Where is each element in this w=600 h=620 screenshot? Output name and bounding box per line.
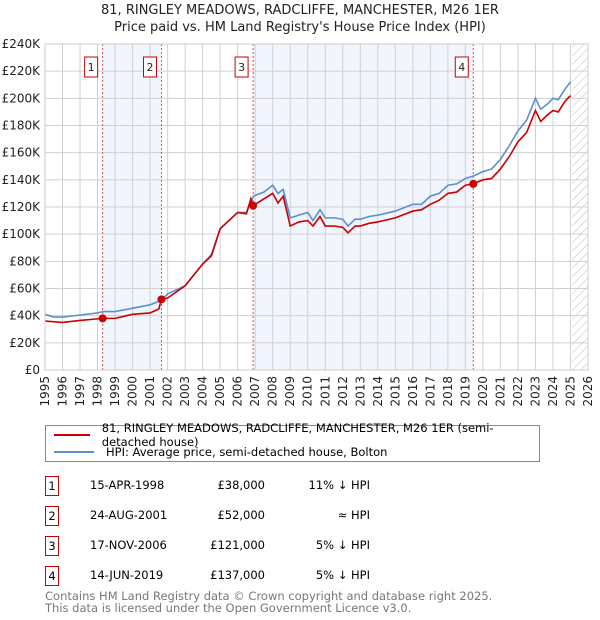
x-tick-label: 2000 xyxy=(126,376,140,407)
legend-label: 81, RINGLEY MEADOWS, RADCLIFFE, MANCHEST… xyxy=(101,421,494,449)
x-tick-label: 1996 xyxy=(56,376,70,407)
y-tick-label: £0 xyxy=(25,363,40,377)
sale-date: 24-AUG-2001 xyxy=(90,508,168,522)
sale-price: £52,000 xyxy=(217,508,265,522)
y-tick-label: £60K xyxy=(9,282,41,296)
x-tick-label: 2024 xyxy=(546,376,560,407)
y-tick-label: £140K xyxy=(2,173,42,187)
sale-price: £137,000 xyxy=(210,568,265,582)
y-tick-label: £40K xyxy=(9,309,41,323)
sale-label-box xyxy=(84,56,99,78)
sale-hpi-relation: 11% ↓ HPI xyxy=(308,478,370,492)
sale-label-box xyxy=(234,56,249,78)
y-tick-label: £120K xyxy=(2,200,42,214)
sale-label-box xyxy=(454,56,469,78)
legend-item-property: 81, RINGLEY MEADOWS, RADCLIFFE, MANCHEST… xyxy=(54,421,539,449)
y-tick-label: £200K xyxy=(2,91,42,105)
legend-swatch-red xyxy=(54,434,90,436)
sale-label: 2 xyxy=(146,61,153,74)
sale-point xyxy=(249,201,258,210)
sale-marker-badge: 3 xyxy=(45,536,59,556)
x-tick-label: 2003 xyxy=(178,376,192,407)
chart-subtitle: Price paid vs. HM Land Registry's House … xyxy=(114,20,486,35)
x-tick-label: 2025 xyxy=(563,376,577,407)
x-tick-label: 2019 xyxy=(458,376,472,407)
sale-hpi-relation: 5% ↓ HPI xyxy=(315,568,370,582)
sale-date: 15-APR-1998 xyxy=(90,478,165,492)
x-tick-label: 1997 xyxy=(73,376,87,407)
plot-area: 1995 1996 1997 1998 1999 2000 2001 2002 2003 2004… xyxy=(2,37,595,407)
y-tick-label: £240K xyxy=(2,37,42,51)
x-tick-label: 2005 xyxy=(213,376,227,407)
x-tick-label: 2006 xyxy=(231,376,245,407)
x-tick-label: 2017 xyxy=(423,376,437,407)
sale-date: 17-NOV-2006 xyxy=(90,538,167,552)
sale-point xyxy=(157,295,166,304)
x-tick-label: 2007 xyxy=(248,376,262,407)
sale-marker-badge: 2 xyxy=(45,506,59,526)
y-tick-label: £20K xyxy=(9,336,41,350)
sale-point xyxy=(98,314,107,323)
y-tick-label: £220K xyxy=(2,64,42,78)
x-tick-label: 2002 xyxy=(161,376,175,407)
plot-border xyxy=(44,43,589,371)
x-tick-label: 2016 xyxy=(406,376,420,407)
property-price-line xyxy=(44,95,572,324)
x-tick-label: 2023 xyxy=(528,376,542,407)
sale-price: £38,000 xyxy=(217,478,265,492)
x-tick-label: 2015 xyxy=(388,376,402,407)
x-tick-label: 1995 xyxy=(38,376,52,407)
legend-label: HPI: Average price, semi-detached house,… xyxy=(106,445,388,459)
x-tick-label: 2014 xyxy=(371,376,385,407)
y-tick-label: £80K xyxy=(9,254,41,268)
footer-copyright: Contains HM Land Registry data © Crown c… xyxy=(45,589,493,603)
x-tick-label: 2026 xyxy=(581,376,595,407)
y-tick-label: £180K xyxy=(2,119,42,133)
sale-point xyxy=(469,179,478,188)
sale-price: £121,000 xyxy=(210,538,265,552)
sale-label-box xyxy=(142,56,157,78)
y-tick-label: £100K xyxy=(2,227,42,241)
sale-label: 4 xyxy=(458,61,465,74)
sale-label: 3 xyxy=(238,61,245,74)
x-tick-label: 2013 xyxy=(353,376,367,407)
x-tick-label: 2009 xyxy=(283,376,297,407)
x-tick-label: 2010 xyxy=(301,376,315,407)
x-tick-label: 2001 xyxy=(143,376,157,407)
x-tick-label: 2008 xyxy=(266,376,280,407)
legend-swatch-blue xyxy=(54,451,94,453)
x-tick-label: 2018 xyxy=(441,376,455,407)
sale-marker-badge: 1 xyxy=(45,476,59,496)
chart-title: 81, RINGLEY MEADOWS, RADCLIFFE, MANCHEST… xyxy=(101,3,499,18)
sale-hpi-relation: ≈ HPI xyxy=(337,508,370,522)
x-tick-label: 1999 xyxy=(108,376,122,407)
sale-marker-badge: 4 xyxy=(45,566,59,586)
x-tick-label: 2022 xyxy=(511,376,525,407)
footer-licence: This data is licensed under the Open Gov… xyxy=(45,601,412,615)
x-tick-label: 2011 xyxy=(318,376,332,407)
x-tick-label: 2004 xyxy=(196,376,210,407)
x-tick-label: 2021 xyxy=(493,376,507,407)
legend-item-hpi: HPI: Average price, semi-detached house,… xyxy=(54,444,387,460)
x-tick-label: 2012 xyxy=(336,376,350,407)
x-tick-label: 1998 xyxy=(91,376,105,407)
sale-date: 14-JUN-2019 xyxy=(90,568,164,582)
y-tick-label: £160K xyxy=(2,146,42,160)
x-tick-label: 2020 xyxy=(476,376,490,407)
sale-hpi-relation: 5% ↓ HPI xyxy=(315,538,370,552)
legend: 81, RINGLEY MEADOWS, RADCLIFFE, MANCHEST… xyxy=(45,421,540,462)
sale-label: 1 xyxy=(88,61,95,74)
